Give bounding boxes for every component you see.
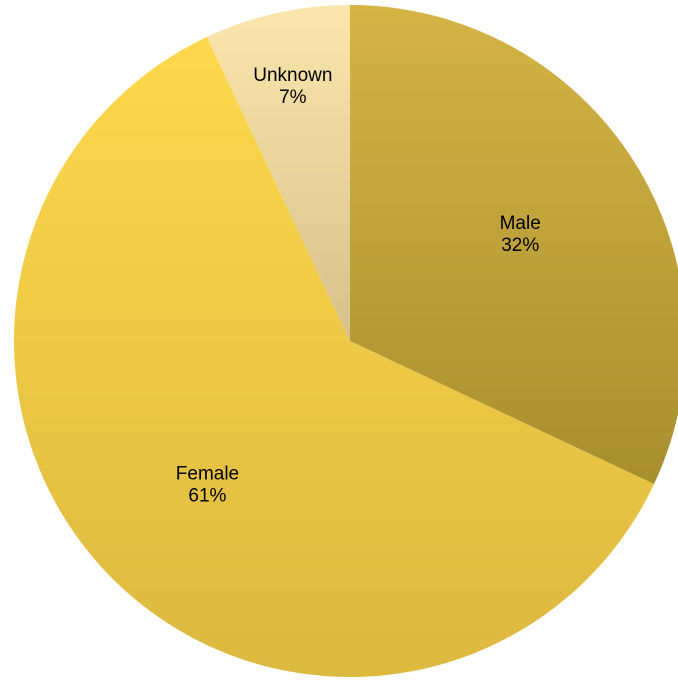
slice-label-male: Male	[500, 213, 541, 234]
slice-label-female: Female	[176, 464, 239, 485]
pie-slice-female	[13, 36, 655, 677]
slice-percent-male: 32%	[501, 235, 539, 256]
slice-label-unknown: Unknown	[253, 65, 332, 86]
slices-layer	[13, 5, 678, 677]
slice-percent-female: 61%	[188, 486, 226, 507]
pie-slice-male	[350, 5, 678, 485]
pie-slice-unknown	[206, 5, 350, 341]
slice-percent-unknown: 7%	[279, 87, 307, 108]
